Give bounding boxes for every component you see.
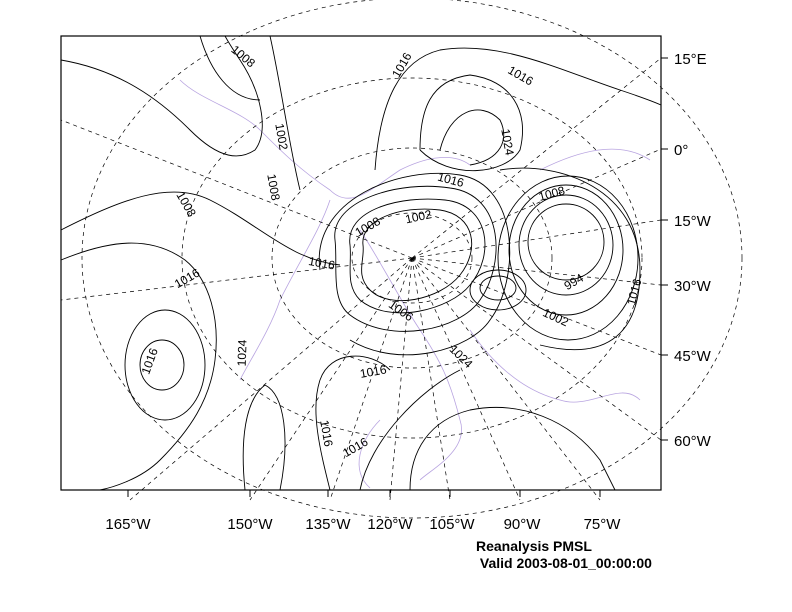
contour-label: 1024: [235, 339, 250, 366]
lon-label: 135°W: [305, 516, 351, 533]
lon-label: 90°W: [504, 516, 542, 533]
lat-label: 0°: [674, 142, 688, 159]
contour-label: 1024: [498, 128, 516, 157]
contour-label: 1008: [353, 214, 383, 240]
contour-label: 994: [562, 271, 587, 293]
map-frame: [60, 35, 662, 491]
title-text: Reanalysis PMSL: [476, 538, 592, 554]
contour-label: 1016: [139, 346, 161, 376]
isobars: [60, 35, 662, 491]
contour-label: 1016: [317, 419, 335, 448]
lat-label: 30°W: [674, 278, 712, 295]
contour-label: 1002: [404, 207, 433, 226]
contour-label: 1008: [228, 42, 258, 70]
contour-labels: 1008 1016 1016 1002 1008 1024 1016 1008 …: [139, 42, 645, 460]
contour-label: 1016: [436, 170, 466, 191]
coastlines: [179, 79, 651, 489]
contour-label: 1008: [264, 173, 282, 202]
contour-label: 1008: [173, 189, 199, 219]
contour-label: 1024: [447, 342, 476, 371]
contour-label: 1002: [541, 305, 571, 329]
lat-label: 60°W: [674, 433, 712, 450]
valid-time: Valid 2003-08-01_00:00:00: [479, 555, 652, 571]
right-axis: [661, 57, 668, 441]
bottom-axis: [127, 490, 601, 497]
contour-label: 1002: [272, 122, 290, 151]
contour-label: 1008: [537, 183, 567, 204]
contour-label: 1006: [386, 297, 416, 324]
lat-label: 45°W: [674, 348, 712, 365]
contour-label: 1016: [506, 63, 536, 89]
lon-label: 120°W: [367, 516, 413, 533]
contour-label: 1016: [359, 362, 388, 380]
lon-label: 150°W: [227, 516, 273, 533]
lon-label: 165°W: [105, 516, 151, 533]
lat-label: 15°W: [674, 213, 712, 230]
plot-title: Reanalysis PMSL Valid 2003-08-01_00:00:0…: [476, 538, 652, 572]
lat-label: 15°E: [674, 51, 707, 68]
contour-label: 1016: [172, 266, 202, 292]
lon-label: 75°W: [584, 516, 622, 533]
contour-label: 1016: [624, 277, 645, 307]
lon-label: 105°W: [429, 516, 475, 533]
contour-label: 1016: [307, 254, 336, 272]
